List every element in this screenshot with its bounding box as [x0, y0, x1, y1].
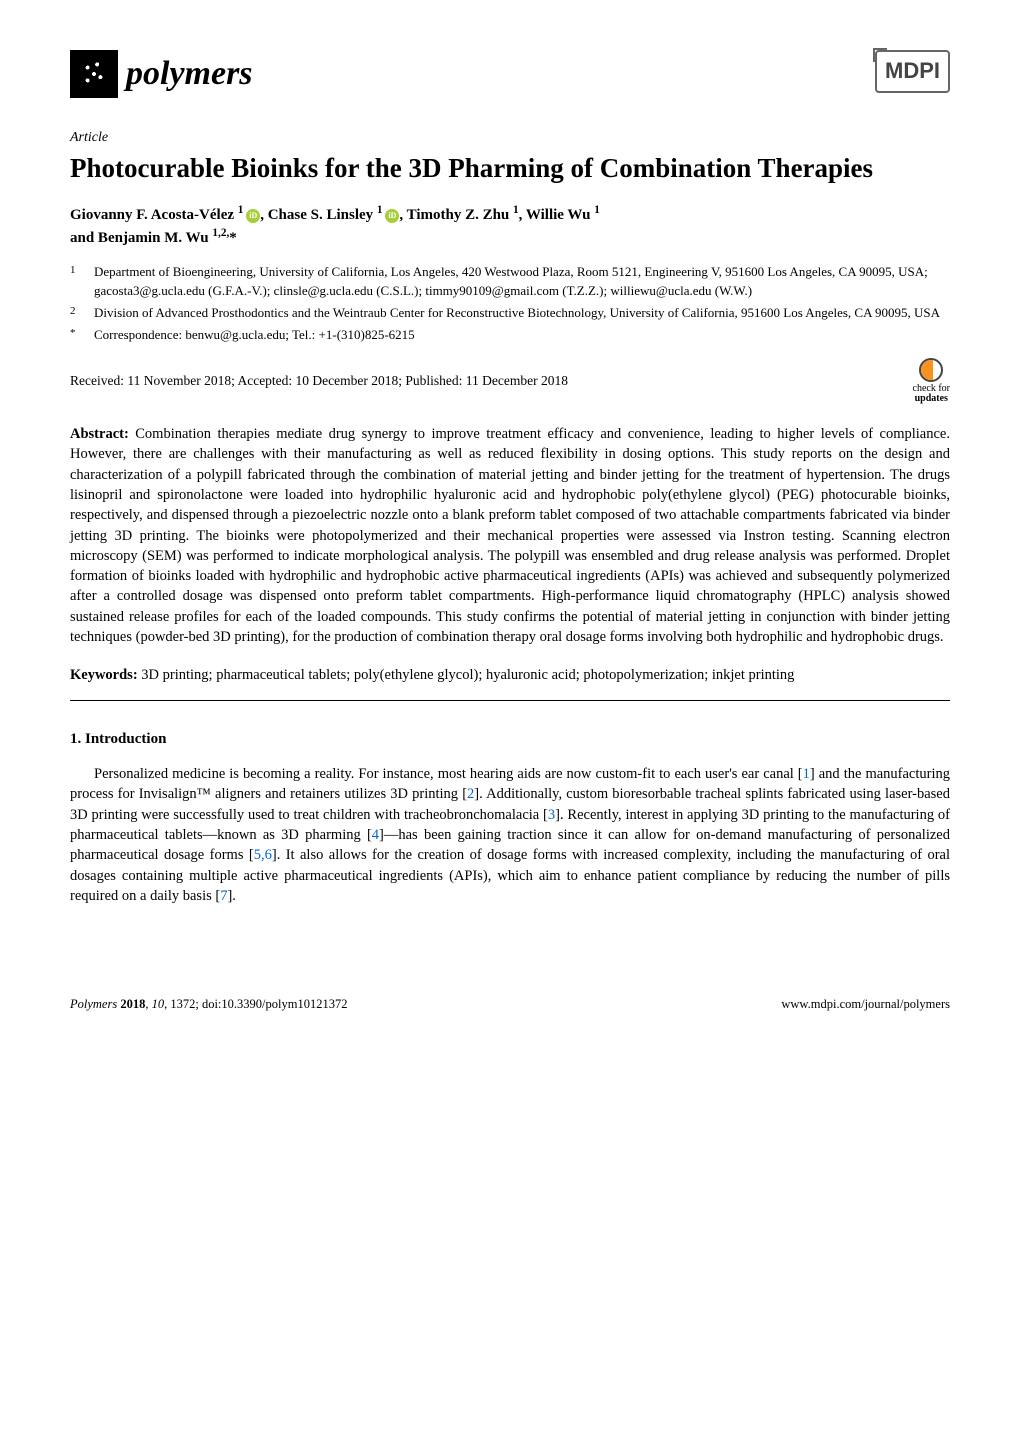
author-2-sup: 1: [377, 204, 385, 216]
author-2: , Chase S. Linsley: [260, 207, 377, 223]
journal-logo: polymers: [70, 50, 253, 98]
authors: Giovanny F. Acosta-Vélez 1 , Chase S. Li…: [70, 203, 950, 249]
keywords-text: 3D printing; pharmaceutical tablets; pol…: [138, 667, 795, 683]
author-4-sup: 1: [594, 204, 600, 216]
citation-link[interactable]: 3: [548, 807, 555, 823]
keywords-label: Keywords:: [70, 667, 138, 683]
polymers-icon: [70, 50, 118, 98]
crossmark-icon: [919, 358, 943, 382]
check-updates-text2: updates: [915, 394, 948, 404]
keywords: Keywords: 3D printing; pharmaceutical ta…: [70, 665, 950, 685]
footer-year: 2018: [120, 997, 145, 1011]
publication-dates: Received: 11 November 2018; Accepted: 10…: [70, 372, 568, 391]
section-divider: [70, 700, 950, 701]
author-1-sup: 1: [238, 204, 246, 216]
affiliation-1: 1 Department of Bioengineering, Universi…: [70, 263, 950, 299]
check-updates-badge[interactable]: check for updates: [913, 358, 950, 404]
mdpi-logo: MDPI: [875, 50, 950, 93]
author-3: , Timothy Z. Zhu: [399, 207, 513, 223]
citation-link[interactable]: 4: [372, 827, 379, 843]
citation-link[interactable]: 5,6: [254, 847, 272, 863]
abstract: Abstract: Combination therapies mediate …: [70, 424, 950, 647]
article-title: Photocurable Bioinks for the 3D Pharming…: [70, 152, 950, 186]
aff-num: 1: [70, 263, 80, 299]
footer-doi: doi:10.3390/polym10121372: [202, 997, 348, 1011]
orcid-icon[interactable]: [246, 209, 260, 223]
footer-url[interactable]: www.mdpi.com/journal/polymers: [781, 996, 950, 1014]
abstract-text: Combination therapies mediate drug syner…: [70, 426, 950, 645]
citation-link[interactable]: 7: [220, 888, 227, 904]
aff-text: Division of Advanced Prosthodontics and …: [94, 304, 940, 322]
corresponding-star: *: [229, 230, 237, 246]
affiliation-2: 2 Division of Advanced Prosthodontics an…: [70, 304, 950, 322]
citation-link[interactable]: 2: [467, 786, 474, 802]
page-footer: Polymers 2018, 10, 1372; doi:10.3390/pol…: [70, 996, 950, 1014]
article-type: Article: [70, 128, 950, 148]
aff-num: 2: [70, 304, 80, 322]
footer-page: 1372: [170, 997, 195, 1011]
header: polymers MDPI: [70, 50, 950, 98]
citation-link[interactable]: 1: [803, 766, 810, 782]
intro-paragraph: Personalized medicine is becoming a real…: [70, 764, 950, 906]
correspondence: * Correspondence: benwu@g.ucla.edu; Tel.…: [70, 326, 950, 344]
aff-text: Department of Bioengineering, University…: [94, 263, 950, 299]
orcid-icon[interactable]: [385, 209, 399, 223]
aff-text: Correspondence: benwu@g.ucla.edu; Tel.: …: [94, 326, 415, 344]
author-5-sup: 1,2,: [212, 227, 229, 239]
footer-citation: Polymers 2018, 10, 1372; doi:10.3390/pol…: [70, 996, 347, 1014]
section-heading-1: 1. Introduction: [70, 729, 950, 750]
dates-row: Received: 11 November 2018; Accepted: 10…: [70, 358, 950, 404]
author-4: , Willie Wu: [519, 207, 595, 223]
abstract-label: Abstract:: [70, 426, 129, 442]
footer-journal: Polymers: [70, 997, 117, 1011]
author-1: Giovanny F. Acosta-Vélez: [70, 207, 238, 223]
journal-name: polymers: [126, 50, 253, 98]
footer-volume: 10: [152, 997, 165, 1011]
aff-num: *: [70, 326, 80, 344]
author-5: and Benjamin M. Wu: [70, 230, 212, 246]
affiliations: 1 Department of Bioengineering, Universi…: [70, 263, 950, 344]
